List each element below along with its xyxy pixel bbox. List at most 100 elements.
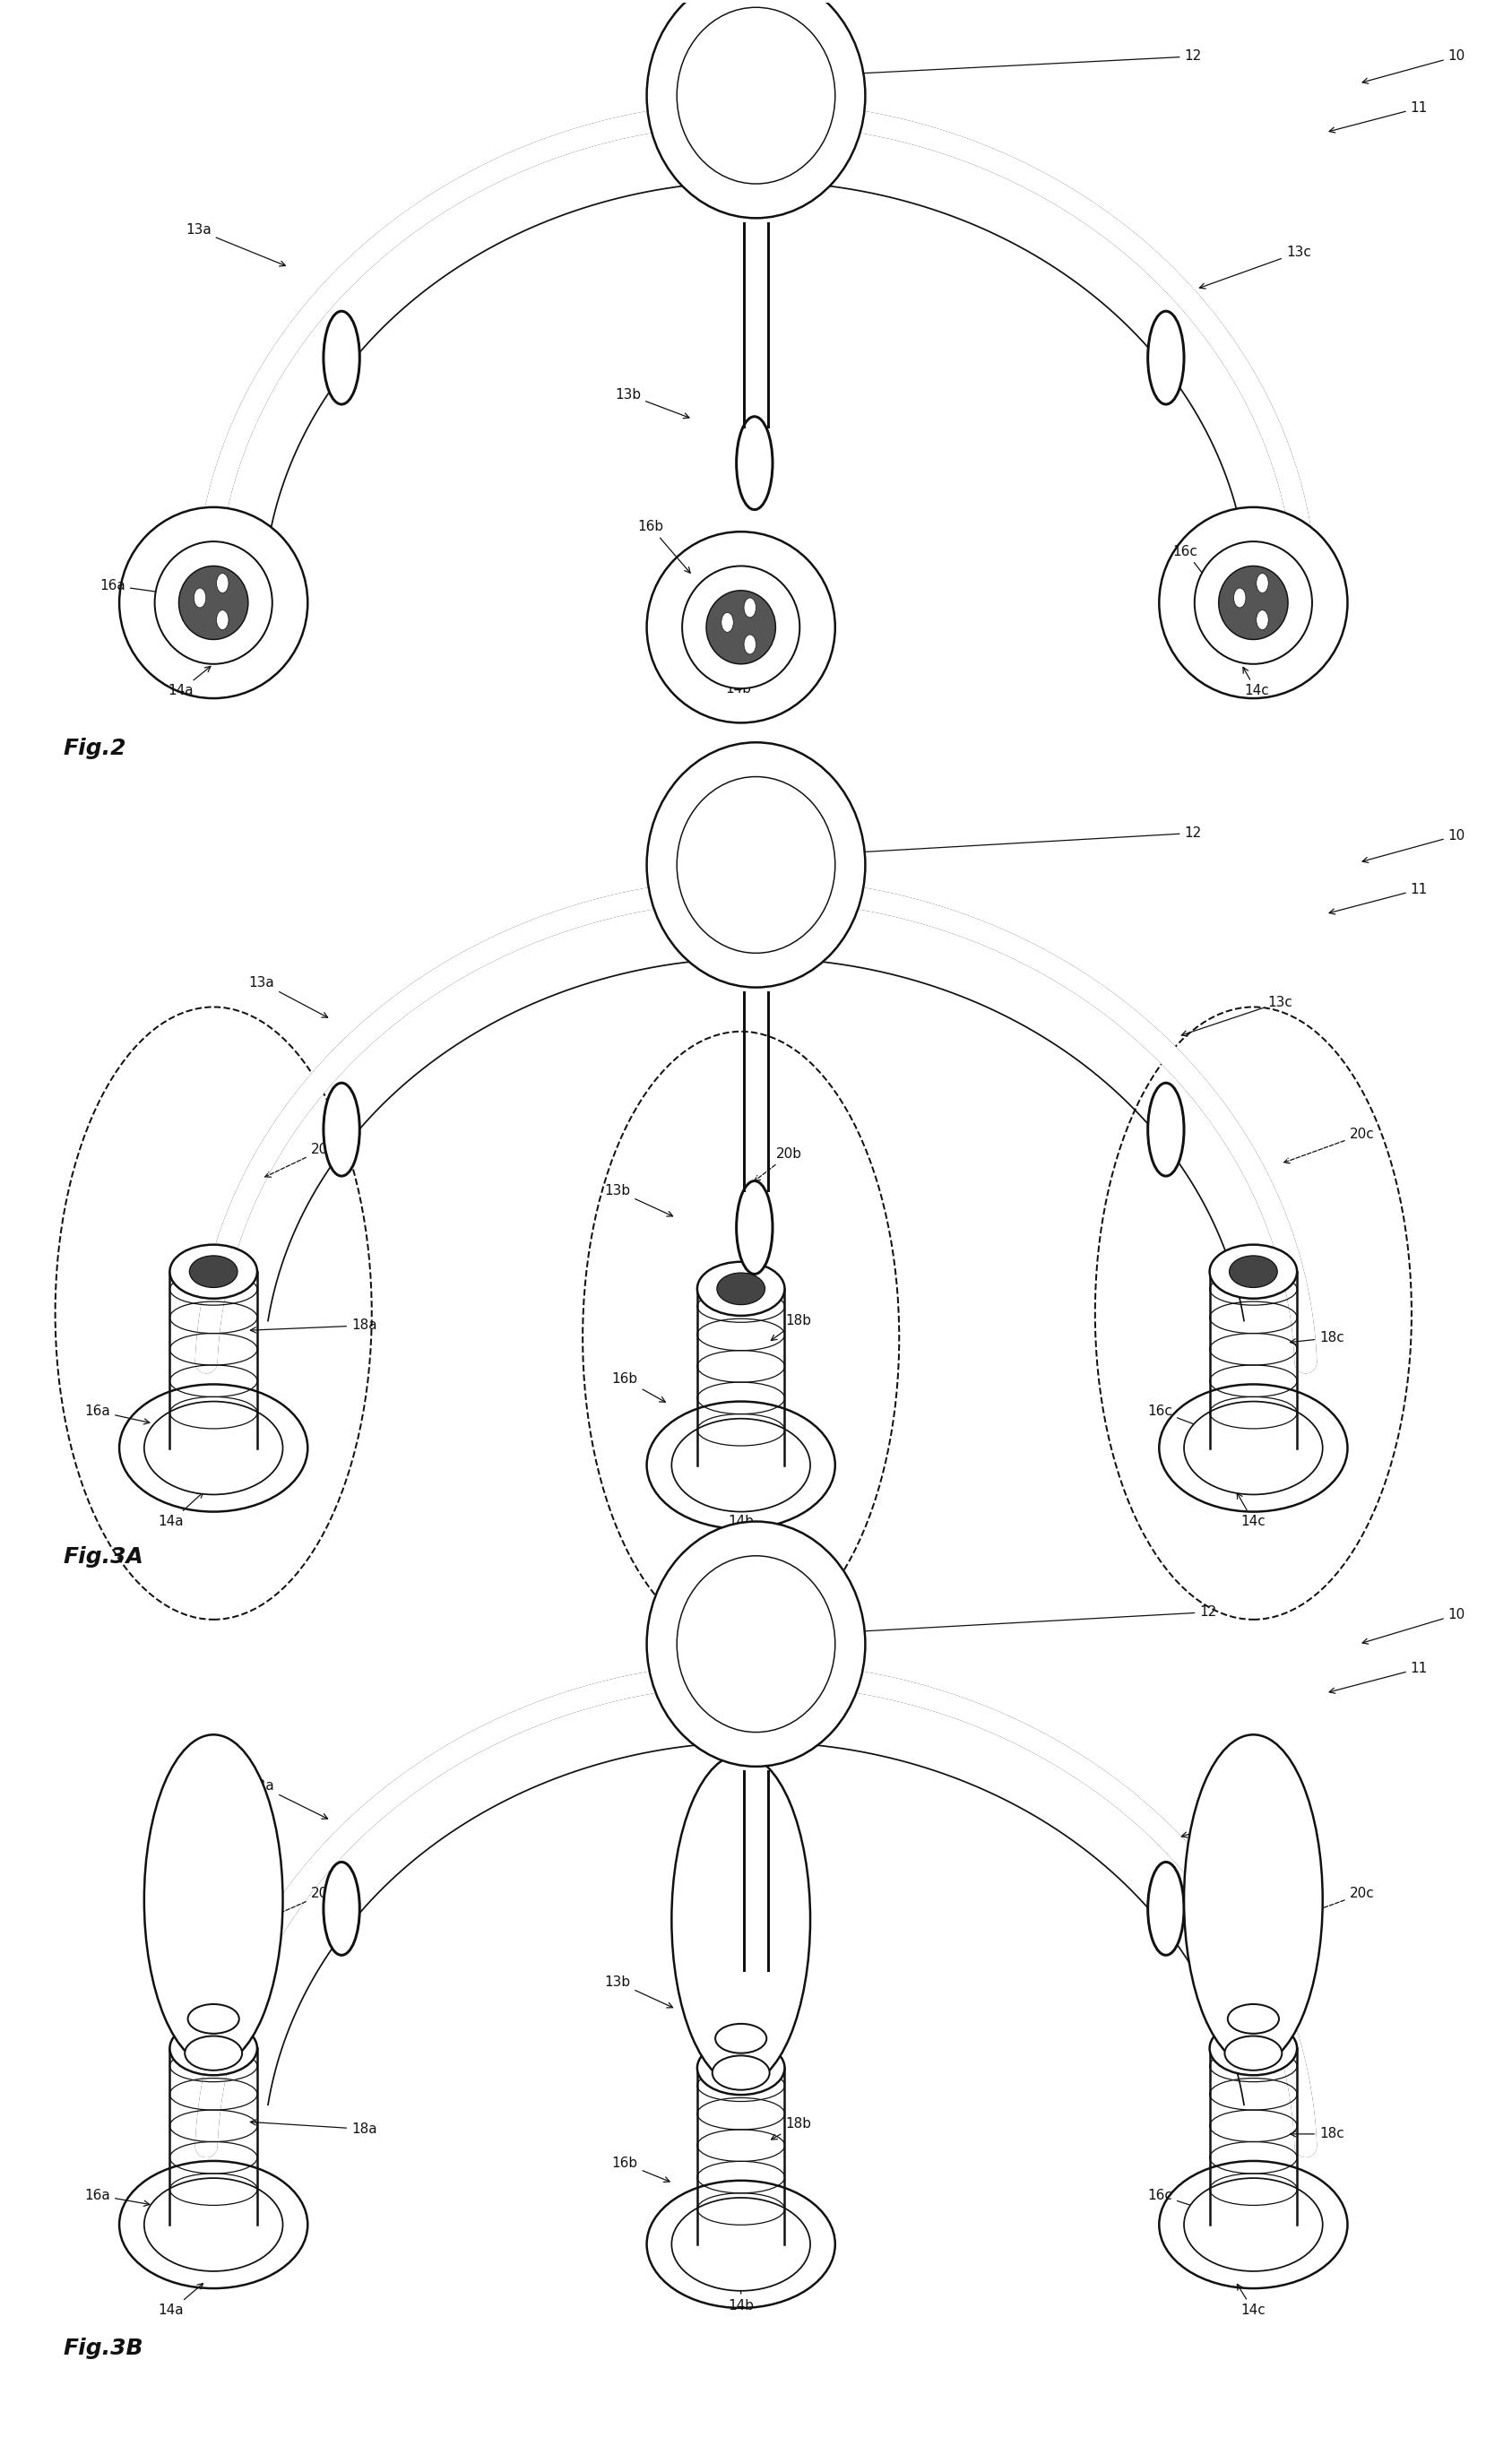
Ellipse shape (1160, 2160, 1347, 2288)
Text: 12: 12 (812, 1606, 1217, 1637)
Ellipse shape (1184, 1736, 1323, 2065)
Text: 10: 10 (1362, 49, 1465, 83)
Ellipse shape (736, 1181, 773, 1274)
Ellipse shape (1184, 2178, 1323, 2271)
Text: 14a: 14a (159, 1493, 203, 1527)
Ellipse shape (144, 1736, 283, 2065)
Text: 16b: 16b (638, 520, 691, 572)
Text: 18a: 18a (251, 1318, 376, 1333)
Text: 20b: 20b (754, 1895, 803, 1927)
Ellipse shape (647, 1522, 865, 1768)
Ellipse shape (671, 2197, 810, 2291)
Ellipse shape (1194, 543, 1312, 663)
Ellipse shape (647, 741, 865, 987)
Ellipse shape (1148, 1083, 1184, 1176)
Ellipse shape (144, 2178, 283, 2271)
Ellipse shape (1219, 567, 1288, 638)
Circle shape (216, 574, 228, 594)
Ellipse shape (184, 2035, 242, 2070)
Ellipse shape (169, 2020, 257, 2074)
Text: 11: 11 (1329, 1662, 1427, 1694)
Text: 20c: 20c (1284, 1888, 1374, 1922)
Text: 14a: 14a (159, 2283, 203, 2318)
Ellipse shape (1160, 1385, 1347, 1512)
Text: 12: 12 (812, 49, 1202, 79)
Text: 20a: 20a (254, 1888, 336, 1925)
Ellipse shape (647, 1402, 835, 1529)
Ellipse shape (712, 2055, 770, 2089)
Ellipse shape (119, 1385, 307, 1512)
Ellipse shape (324, 312, 360, 405)
Ellipse shape (1228, 2003, 1279, 2033)
Text: 14b: 14b (727, 1493, 754, 1527)
Text: 16c: 16c (1173, 545, 1207, 577)
Text: 18b: 18b (771, 1313, 812, 1340)
Ellipse shape (647, 0, 865, 218)
Text: 13c: 13c (1181, 994, 1293, 1036)
Text: 13a: 13a (249, 1780, 328, 1819)
Text: 18c: 18c (1290, 2128, 1344, 2141)
Ellipse shape (1210, 1245, 1297, 1299)
Ellipse shape (169, 1245, 257, 1299)
Ellipse shape (717, 1272, 765, 1304)
Text: 16c: 16c (1148, 1404, 1202, 1429)
Text: 16a: 16a (100, 579, 162, 594)
Text: 20b: 20b (754, 1146, 803, 1181)
Ellipse shape (706, 592, 776, 663)
Ellipse shape (1229, 2033, 1278, 2065)
Ellipse shape (154, 543, 272, 663)
Ellipse shape (671, 1419, 810, 1512)
Text: 20a: 20a (265, 1142, 336, 1176)
Ellipse shape (677, 7, 835, 184)
Ellipse shape (1184, 1402, 1323, 1495)
Text: 12: 12 (812, 827, 1202, 857)
Text: 16b: 16b (612, 1372, 665, 1402)
Ellipse shape (1225, 2035, 1282, 2070)
Circle shape (744, 633, 756, 653)
Text: 20c: 20c (1284, 1127, 1374, 1164)
Text: 14a: 14a (168, 665, 210, 697)
Ellipse shape (677, 776, 835, 953)
Text: 10: 10 (1362, 1608, 1465, 1645)
Ellipse shape (736, 417, 773, 511)
Text: 14c: 14c (1243, 668, 1269, 697)
Circle shape (216, 611, 228, 628)
Text: 13b: 13b (615, 388, 689, 417)
Ellipse shape (144, 1402, 283, 1495)
Text: 14c: 14c (1237, 2283, 1266, 2318)
Text: Fig.3B: Fig.3B (64, 2337, 144, 2359)
Text: 16a: 16a (85, 2187, 150, 2207)
Text: 13b: 13b (605, 1976, 673, 2008)
Ellipse shape (717, 2052, 765, 2084)
Ellipse shape (697, 2040, 785, 2094)
Ellipse shape (697, 1262, 785, 1316)
Text: 13c: 13c (1181, 1800, 1293, 1836)
Ellipse shape (677, 1556, 835, 1733)
Text: 16c: 16c (1148, 2187, 1202, 2210)
Ellipse shape (715, 2023, 767, 2052)
Text: 16b: 16b (612, 2155, 670, 2182)
Ellipse shape (1148, 1861, 1184, 1954)
Ellipse shape (324, 1861, 360, 1954)
Ellipse shape (682, 567, 800, 687)
Ellipse shape (1210, 2020, 1297, 2074)
Ellipse shape (189, 1255, 237, 1286)
Ellipse shape (189, 2033, 237, 2065)
Ellipse shape (119, 508, 307, 697)
Ellipse shape (1160, 508, 1347, 697)
Ellipse shape (1229, 1255, 1278, 1286)
Text: 18b: 18b (771, 2119, 812, 2138)
Text: 13a: 13a (249, 975, 328, 1016)
Ellipse shape (647, 2180, 835, 2308)
Text: 13c: 13c (1199, 246, 1311, 290)
Text: 11: 11 (1329, 884, 1427, 913)
Ellipse shape (324, 1083, 360, 1176)
Ellipse shape (187, 2003, 239, 2033)
Text: 14b: 14b (724, 668, 751, 695)
Ellipse shape (178, 567, 248, 638)
Circle shape (1256, 611, 1269, 628)
Ellipse shape (1148, 312, 1184, 405)
Text: Fig.3A: Fig.3A (64, 1547, 144, 1569)
Ellipse shape (671, 1755, 810, 2084)
Text: 14b: 14b (727, 2281, 754, 2313)
